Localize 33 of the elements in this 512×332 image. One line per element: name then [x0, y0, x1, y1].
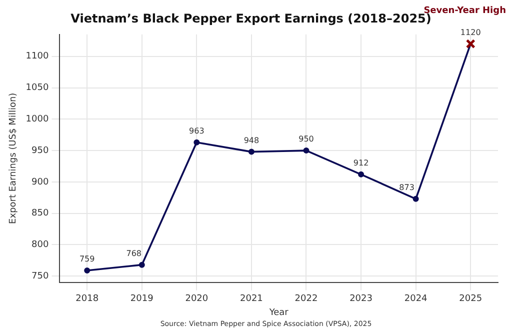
data-label: 950	[298, 134, 314, 144]
y-axis-title: Export Earnings (US$ Million)	[8, 92, 19, 224]
y-tick-label: 850	[32, 208, 49, 219]
point	[303, 148, 310, 154]
x-tick-label: 2022	[294, 294, 318, 304]
y-tick-label: 950	[32, 146, 49, 156]
data-label: 948	[244, 136, 260, 145]
data-label: 963	[189, 126, 204, 136]
y-tick-label: 1050	[26, 83, 49, 94]
x-tick-label: 2025	[459, 294, 482, 304]
point	[84, 267, 90, 274]
data-label: 1120	[460, 28, 481, 37]
x-tick-label: 2018	[76, 294, 99, 304]
x-tick-label: 2021	[240, 294, 263, 304]
point	[138, 262, 145, 268]
x-tick-label: 2019	[130, 294, 154, 304]
x-axis-title: Year	[268, 308, 289, 318]
y-tick-label: 750	[32, 271, 49, 282]
data-label: 759	[79, 254, 95, 264]
point	[248, 148, 254, 155]
y-tick-label: 1100	[26, 52, 49, 62]
point	[194, 139, 200, 146]
point	[358, 171, 364, 178]
y-tick-label: 800	[32, 240, 49, 250]
data-label: 768	[126, 248, 142, 258]
data-label: 873	[399, 182, 414, 192]
x-tick-label: 2020	[185, 294, 208, 304]
y-tick-label: 900	[32, 177, 49, 188]
point	[412, 196, 419, 202]
x-tick-label: 2024	[404, 294, 428, 304]
y-tick-label: 1000	[26, 114, 49, 125]
x-tick-label: 2023	[350, 294, 372, 304]
data-label: 912	[353, 158, 369, 168]
